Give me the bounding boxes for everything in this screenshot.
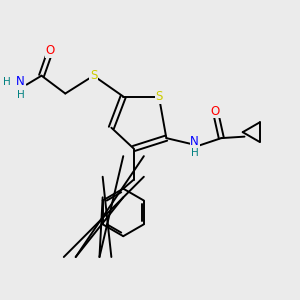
Text: H: H — [191, 148, 199, 158]
Text: H: H — [17, 90, 25, 100]
Text: S: S — [90, 69, 97, 82]
Text: H: H — [4, 76, 11, 87]
Text: O: O — [46, 44, 55, 57]
Text: O: O — [211, 105, 220, 118]
Text: N: N — [16, 75, 25, 88]
Text: S: S — [155, 90, 163, 103]
Text: N: N — [190, 135, 199, 148]
